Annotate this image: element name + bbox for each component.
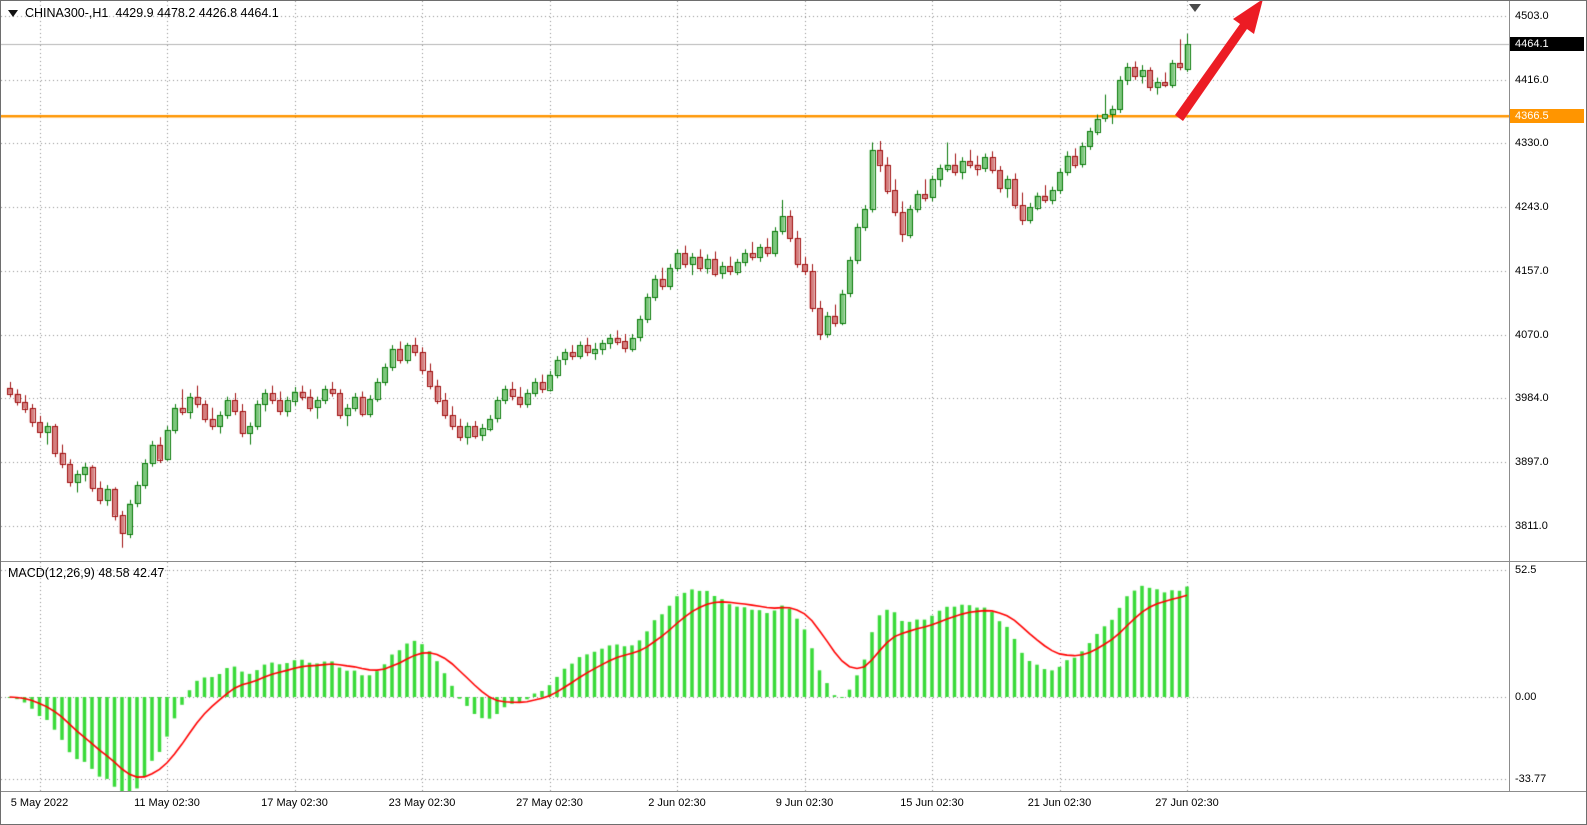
price-tick-label: 4330.0 [1515, 137, 1549, 150]
macd-tick-label: 0.00 [1515, 691, 1537, 703]
macd-pane[interactable]: MACD(12,26,9) 48.58 42.47 [1, 562, 1509, 791]
time-axis-label: 2 Jun 02:30 [648, 797, 706, 809]
symbol-timeframe-label: CHINA300-,H1 [25, 6, 109, 20]
macd-pane-row: MACD(12,26,9) 48.58 42.47 52.5 0.00 -33.77 [1, 562, 1586, 792]
price-tick-label: 4416.0 [1515, 73, 1549, 86]
price-tick-label: 3811.0 [1515, 519, 1548, 532]
time-axis-label: 21 Jun 02:30 [1027, 797, 1092, 809]
hline-price-badge: 4366.5 [1510, 109, 1584, 124]
price-tick-label: 4070.0 [1515, 328, 1549, 341]
trend-arrow[interactable] [1, 1, 1509, 561]
price-tick-label: 4157.0 [1515, 264, 1549, 277]
price-tick-label: 4243.0 [1515, 201, 1549, 214]
time-axis-label: 17 May 02:30 [261, 797, 328, 809]
time-axis-label: 27 Jun 02:30 [1155, 797, 1219, 809]
time-axis-label: 15 Jun 02:30 [900, 797, 964, 809]
macd-indicator-label: MACD(12,26,9) 48.58 42.47 [8, 566, 164, 580]
macd-axis[interactable]: 52.5 0.00 -33.77 [1509, 562, 1586, 791]
macd-values: 48.58 42.47 [98, 566, 165, 580]
price-pane-row: CHINA300-,H1 4429.9 4478.2 4426.8 4464.1… [1, 1, 1586, 562]
time-axis-label: 23 May 02:30 [388, 797, 456, 809]
macd-tick-label: 52.5 [1515, 564, 1537, 576]
current-price-badge: 4464.1 [1510, 37, 1584, 52]
time-axis-label: 27 May 02:30 [516, 797, 583, 809]
price-tick-label: 3897.0 [1515, 456, 1549, 469]
macd-name: MACD(12,26,9) [8, 566, 95, 580]
object-anchor-icon[interactable] [1189, 4, 1201, 12]
price-chart-pane[interactable]: CHINA300-,H1 4429.9 4478.2 4426.8 4464.1 [1, 1, 1509, 561]
price-tick-label: 4503.0 [1515, 9, 1549, 22]
time-axis-label: 11 May 02:30 [134, 797, 200, 809]
time-axis-label: 5 May 2022 [10, 797, 69, 809]
ohlc-values-label: 4429.9 4478.2 4426.8 4464.1 [115, 6, 279, 20]
price-tick-label: 3984.0 [1515, 392, 1549, 405]
time-axis-label: 9 Jun 02:30 [775, 797, 834, 809]
time-axis[interactable]: 5 May 2022 11 May 02:30 17 May 02:30 23 May… [1, 792, 1586, 823]
chart-title: CHINA300-,H1 4429.9 4478.2 4426.8 4464.1 [8, 6, 279, 20]
price-chart-canvas[interactable] [1, 1, 1509, 561]
macd-tick-label: -33.77 [1515, 772, 1547, 785]
price-axis[interactable]: 4503.0 4416.0 4330.0 4243.0 4157.0 4070.0 3984… [1509, 1, 1586, 561]
macd-canvas[interactable] [1, 562, 1509, 791]
symbol-dropdown-icon[interactable] [8, 9, 18, 17]
